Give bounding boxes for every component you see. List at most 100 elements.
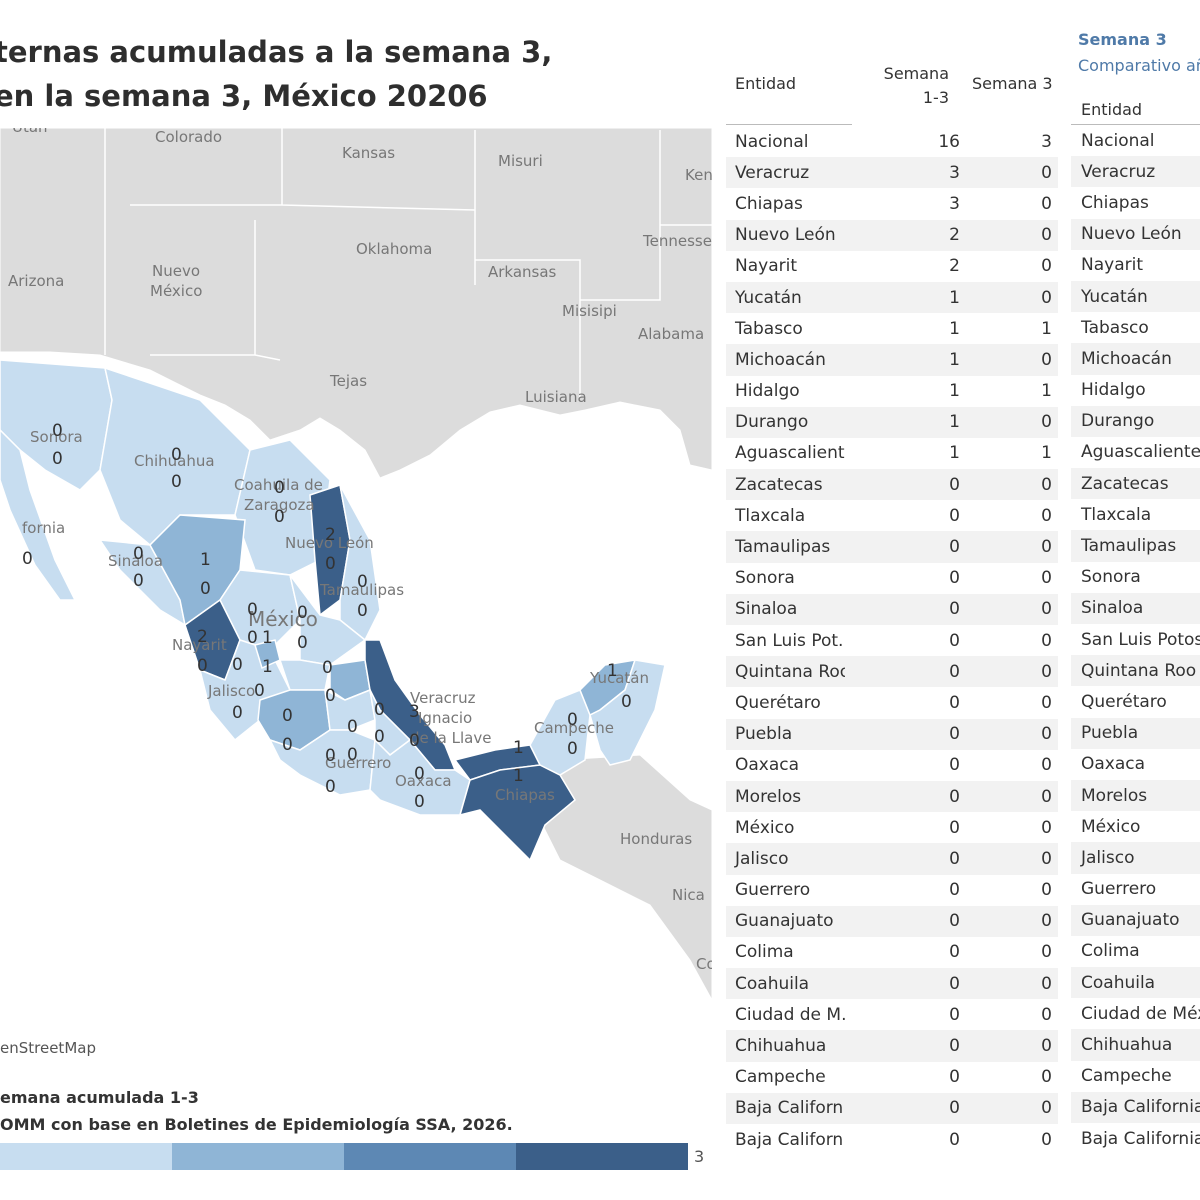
- table-row[interactable]: Zacatecas: [1071, 468, 1200, 500]
- header-entidad[interactable]: Entidad: [735, 74, 797, 93]
- cell-entidad: Tlaxcala: [1081, 504, 1152, 525]
- cell-semana-1-3: 1: [949, 287, 960, 308]
- table-row[interactable]: Durango 1 0: [726, 406, 1058, 438]
- cell-semana-3: 0: [1041, 225, 1052, 246]
- state-campeche[interactable]: [529, 689, 591, 776]
- cell-entidad: Tamaulipas: [735, 537, 831, 558]
- state-chiapas[interactable]: [458, 764, 576, 862]
- table-row[interactable]: Guerrero: [1071, 874, 1200, 905]
- table-row[interactable]: Hidalgo 1 1: [726, 376, 1058, 407]
- cell-entidad: Sinaloa: [1081, 598, 1144, 619]
- table-row[interactable]: Coahuila: [1071, 967, 1200, 999]
- table-row[interactable]: Yucatán 1 0: [726, 281, 1058, 314]
- table-row[interactable]: Tlaxcala: [1071, 499, 1200, 530]
- table-row[interactable]: Jalisco 0 0: [726, 843, 1058, 875]
- table-row[interactable]: Sinaloa: [1071, 592, 1200, 624]
- cell-entidad: Yucatán: [1081, 286, 1148, 307]
- map-attribution[interactable]: enStreetMap: [0, 1037, 104, 1059]
- cell-semana-3: 0: [1041, 474, 1052, 495]
- table-row[interactable]: México: [1071, 811, 1200, 842]
- table-row[interactable]: Tabasco 1 1: [726, 313, 1058, 344]
- table-row[interactable]: Chihuahua: [1071, 1029, 1200, 1061]
- table-row[interactable]: Campeche: [1071, 1061, 1200, 1092]
- table-row[interactable]: Sonora 0 0: [726, 563, 1058, 594]
- table-row[interactable]: Zacatecas 0 0: [726, 469, 1058, 501]
- table-row[interactable]: Quintana Roo: [1071, 655, 1200, 687]
- table-row[interactable]: Querétaro: [1071, 686, 1200, 717]
- table-row[interactable]: Chiapas: [1071, 187, 1200, 218]
- table-row[interactable]: Nacional: [1071, 125, 1200, 156]
- table-row[interactable]: Nuevo León: [1071, 218, 1200, 250]
- table-row[interactable]: Nayarit: [1071, 250, 1200, 281]
- table-row[interactable]: México 0 0: [726, 812, 1058, 843]
- table-row[interactable]: Tlaxcala 0 0: [726, 500, 1058, 531]
- state-guanajuato[interactable]: [278, 659, 331, 691]
- table-row[interactable]: Quintana Roo 0 0: [726, 656, 1058, 688]
- table-row[interactable]: Hidalgo: [1071, 375, 1200, 406]
- table-row[interactable]: Campeche 0 0: [726, 1062, 1058, 1093]
- table-row[interactable]: Baja Californ.. 0 0: [726, 1092, 1058, 1124]
- table-row[interactable]: Sinaloa 0 0: [726, 593, 1058, 625]
- cell-entidad: Ciudad de M..: [735, 1004, 845, 1025]
- cell-entidad: Guanajuato: [735, 911, 834, 932]
- cell-entidad: Quintana Roo: [735, 661, 845, 682]
- table-row[interactable]: Nuevo León 2 0: [726, 219, 1058, 251]
- table-row[interactable]: Puebla 0 0: [726, 718, 1058, 750]
- cell-entidad: Jalisco: [1081, 847, 1135, 868]
- cell-entidad: México: [1081, 816, 1141, 837]
- table-row[interactable]: Guanajuato: [1071, 904, 1200, 936]
- table-row[interactable]: Baja California: [1071, 1123, 1200, 1154]
- cell-semana-1-3: 0: [949, 537, 960, 558]
- table-row[interactable]: Yucatán: [1071, 280, 1200, 313]
- table-row[interactable]: Veracruz 3 0: [726, 157, 1058, 189]
- table-row[interactable]: Ciudad de M.. 0 0: [726, 999, 1058, 1030]
- table-row[interactable]: Oaxaca 0 0: [726, 750, 1058, 781]
- cell-semana-1-3: 0: [949, 786, 960, 807]
- table-row[interactable]: Tamaulipas: [1071, 530, 1200, 562]
- table-row[interactable]: Baja Californ.. 0 0: [726, 1124, 1058, 1155]
- state-baja-california[interactable]: [0, 428, 77, 601]
- table-row[interactable]: Tamaulipas 0 0: [726, 531, 1058, 563]
- table-row[interactable]: Durango: [1071, 405, 1200, 437]
- table-row[interactable]: Sonora: [1071, 562, 1200, 593]
- header-semana-3[interactable]: Semana 3: [972, 74, 1053, 93]
- header-semana-1-3[interactable]: Semana 1-3: [876, 62, 949, 110]
- table-row[interactable]: Veracruz: [1071, 156, 1200, 188]
- state-slp[interactable]: [289, 574, 367, 666]
- table-row[interactable]: Ciudad de Méx.: [1071, 998, 1200, 1029]
- table-row[interactable]: San Luis Potosí: [1071, 624, 1200, 655]
- table-row[interactable]: Morelos: [1071, 779, 1200, 812]
- cell-entidad: Oaxaca: [735, 755, 800, 776]
- cell-semana-3: 0: [1041, 1129, 1052, 1150]
- table-row[interactable]: Jalisco: [1071, 842, 1200, 874]
- table-row[interactable]: Guerrero 0 0: [726, 875, 1058, 906]
- table-row[interactable]: Michoacán: [1071, 343, 1200, 375]
- table-row[interactable]: Colima 0 0: [726, 937, 1058, 968]
- table-row[interactable]: Nayarit 2 0: [726, 251, 1058, 282]
- table-row[interactable]: Chihuahua 0 0: [726, 1030, 1058, 1062]
- table-row[interactable]: Coahuila 0 0: [726, 968, 1058, 1000]
- state-quintana-roo[interactable]: [589, 659, 666, 766]
- color-legend-bar[interactable]: [0, 1143, 688, 1170]
- table-row[interactable]: Baja California: [1071, 1091, 1200, 1123]
- table-row[interactable]: Puebla: [1071, 717, 1200, 749]
- table-row[interactable]: Chiapas 3 0: [726, 188, 1058, 219]
- table-row[interactable]: San Luis Pot.. 0 0: [726, 625, 1058, 656]
- table-row[interactable]: Oaxaca: [1071, 749, 1200, 780]
- header-entidad-2[interactable]: Entidad: [1081, 100, 1143, 119]
- legend-title: emana acumulada 1-3: [0, 1088, 199, 1107]
- table-row[interactable]: Nacional 16 3: [726, 126, 1058, 157]
- table-row[interactable]: Aguascalientes: [1071, 437, 1200, 468]
- table-row[interactable]: Morelos 0 0: [726, 780, 1058, 813]
- mexico-states[interactable]: [0, 359, 666, 862]
- cell-entidad: Yucatán: [735, 287, 802, 308]
- choropleth-map[interactable]: Colorado Kansas Misuri Ken Oklahoma Tenn…: [0, 128, 712, 1063]
- table-row[interactable]: Aguascalient.. 1 1: [726, 438, 1058, 469]
- table-row[interactable]: Colima: [1071, 936, 1200, 967]
- table-row[interactable]: Guanajuato 0 0: [726, 905, 1058, 937]
- table-row[interactable]: Querétaro 0 0: [726, 687, 1058, 718]
- cell-semana-1-3: 0: [949, 568, 960, 589]
- table-row[interactable]: Tabasco: [1071, 312, 1200, 343]
- cell-entidad: Puebla: [735, 724, 793, 745]
- table-row[interactable]: Michoacán 1 0: [726, 344, 1058, 376]
